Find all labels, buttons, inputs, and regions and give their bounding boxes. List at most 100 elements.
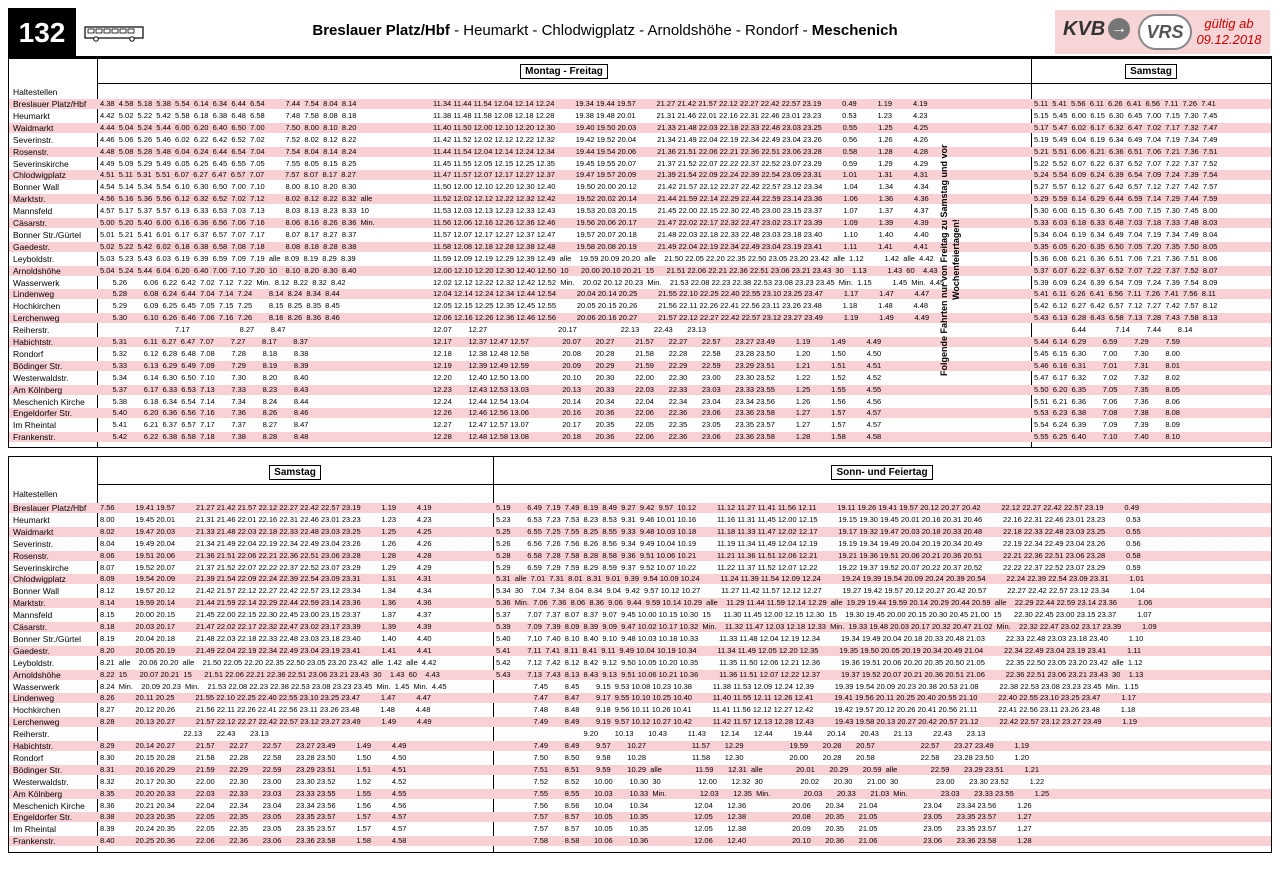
stop-name: Waidmarkt	[13, 526, 54, 537]
row-band	[9, 788, 1271, 799]
departure-row: 5.37 6.07 6.22 6.37 6.52 7.07 7.22 7.37 …	[1034, 265, 1218, 275]
row-band	[9, 337, 1271, 347]
stop-name: Habichtstr.	[13, 741, 54, 751]
departure-row: 5.26 6.06 6.22 6.42 7.02 7.12 7.22 Min. …	[100, 277, 346, 287]
row-band	[9, 146, 1271, 157]
departure-row: 5.35 6.05 6.20 6.35 6.50 7.05 7.20 7.35 …	[1034, 241, 1218, 251]
stop-name: Am Kölnberg	[13, 384, 63, 395]
stop-name: Chlodwigplatz	[13, 170, 66, 181]
departure-row: 4.51 5.11 5.31 5.51 6.07 6.27 6.47 6.57 …	[100, 170, 356, 180]
stop-name: Leyboldstr.	[13, 657, 55, 668]
stop-name: Westerwaldstr.	[13, 776, 69, 787]
row-band	[9, 693, 1271, 704]
departure-row: 7.45 8.45 9.15 9.53 10.08 10.23 10.38 11…	[496, 681, 1139, 691]
departure-row: 11.47 11.57 12.07 12.17 12.27 12.37 19.4…	[433, 170, 929, 180]
row-band	[9, 812, 1271, 823]
departure-row: 8.26 20.11 20.25 21.55 22.10 22.25 22.40…	[100, 693, 431, 703]
departure-row: 7.51 8.51 9.59 10.29 alle 11.59 12.31 al…	[496, 764, 1040, 774]
departure-row: 8.39 20.24 20.35 22.05 22.35 23.05 23.35…	[100, 824, 407, 834]
departure-row: 5.42 7.12 7.42 8.12 8.42 9.12 9.50 10.05…	[496, 657, 1143, 667]
departure-row: 11.59 12.09 12.19 12.29 12.39 12.49 alle…	[433, 253, 934, 263]
stop-name: Engeldorfer Str.	[13, 408, 73, 419]
departure-row: 12.02 12.12 12.22 12.32 12.42 12.52 Min.…	[433, 277, 945, 287]
departure-row: 7.58 8.58 10.06 10.36 12.06 12.40 20.10 …	[496, 836, 1032, 846]
departure-row: 5.40 7.10 7.40 8.10 8.40 9.10 9.48 10.03…	[496, 633, 1144, 643]
stop-name: Bödinger Str.	[13, 764, 63, 775]
departure-row: 8.09 19.54 20.09 21.39 21.54 22.09 22.24…	[100, 574, 432, 584]
departure-row: 5.34 30 7.04 7.34 8.04 8.34 9.04 9.42 9.…	[496, 586, 1145, 596]
row-band	[9, 360, 1271, 371]
departure-row: 11.45 11.55 12.05 12.15 12.25 12.35 19.4…	[433, 158, 929, 168]
stop-name: Bonner Str./Gürtel	[13, 633, 82, 644]
departure-row: 5.33 6.03 6.18 6.33 6.48 7.03 7.18 7.33 …	[1034, 218, 1218, 227]
stop-name: Lindenweg	[13, 289, 55, 300]
departure-row: 12.06 12.16 12.26 12.36 12.46 12.56 20.0…	[433, 313, 930, 323]
departure-row: 5.42 6.12 6.27 6.42 6.57 7.12 7.27 7.42 …	[1034, 301, 1218, 311]
row-band	[9, 170, 1271, 181]
departure-row: 8.06 19.51 20.06 21.36 21.51 22.06 22.21…	[100, 550, 432, 560]
stop-name: Westerwaldstr.	[13, 372, 69, 383]
departure-row: 5.41 6.21 6.37 6.57 7.17 7.37 8.27 8.47	[100, 420, 309, 430]
heading-sunday: Sonn- und Feiertag	[831, 465, 933, 480]
stop-name: Wasserwerk	[13, 681, 60, 692]
stop-name: Frankenstr.	[13, 432, 56, 443]
departure-row: 8.38 20.23 20.35 22.05 22.35 23.05 23.35…	[100, 812, 407, 822]
row-band	[9, 218, 1271, 228]
stop-name: Meschenich Kirche	[13, 800, 85, 811]
stop-name: Severinstr.	[13, 538, 54, 549]
stop-name: Lindenweg	[13, 693, 55, 704]
departure-row: 5.11 5.41 5.56 6.11 6.26 6.41 6.56 7.11 …	[1034, 99, 1216, 108]
departure-row: 5.29 5.59 6.14 6.29 6.44 6.59 7.14 7.29 …	[1034, 194, 1218, 204]
departure-row: 11.53 12.03 12.13 12.23 12.33 12.43 19.5…	[433, 206, 929, 216]
departure-row: 5.44 6.14 6.29 6.59 7.29 7.59	[1034, 337, 1180, 346]
departure-row: 7.49 8.49 9.57 10.27 11.57 12.29 19.59 2…	[496, 741, 1030, 750]
departure-row: 7.57 8.57 10.05 10.35 12.05 12.38 20.08 …	[496, 812, 1032, 822]
departure-row: 11.58 12.08 12.18 12.28 12.38 12.48 19.5…	[433, 241, 929, 251]
row-band	[9, 574, 1271, 585]
departure-row: 5.54 6.24 6.39 7.09 7.39 8.09	[1034, 420, 1180, 430]
stop-name: Rondorf	[13, 752, 44, 763]
stops-header: Haltestellen	[13, 87, 58, 97]
departure-row: 5.28 6.08 6.24 6.44 7.04 7.14 7.24 8.14 …	[100, 289, 340, 299]
stop-name: Reiherstr.	[13, 325, 50, 336]
stop-name: Heumarkt	[13, 110, 50, 121]
departure-row: 5.00 5.20 5.40 6.00 6.16 6.36 6.56 7.06 …	[100, 218, 375, 227]
departure-row: 11.34 11.44 11.54 12.04 12.14 12.24 19.3…	[433, 99, 928, 108]
departure-row: 12.07 12.27 20.17 22.13 22.43 23.13	[433, 325, 707, 335]
row-band	[9, 764, 1271, 775]
departure-row: 5.19 6.49 7.19 7.49 8.19 8.49 9.27 9.42 …	[496, 503, 1139, 512]
departure-row: 8.36 20.21 20.34 22.04 22.34 23.04 23.34…	[100, 800, 407, 810]
departure-row: 5.39 7.09 7.39 8.09 8.39 9.09 9.47 10.02…	[496, 622, 1157, 631]
departure-row: 5.22 5.52 6.07 6.22 6.37 6.52 7.07 7.22 …	[1034, 158, 1218, 168]
heading-weekday: Montag - Freitag	[520, 64, 608, 79]
stop-name: Leyboldstr.	[13, 253, 55, 264]
departure-row: 8.31 20.16 20.29 21.59 22.29 22.59 23.29…	[100, 764, 407, 774]
validity-label: gültig ab	[1204, 16, 1254, 31]
departure-row: 5.32 6.12 6.28 6.48 7.08 7.28 8.18 8.38	[100, 348, 309, 358]
departure-row: 4.48 5.08 5.28 5.48 6.04 6.24 6.44 6.54 …	[100, 146, 357, 156]
departure-row: 4.54 5.14 5.34 5.54 6.10 6.30 6.50 7.00 …	[100, 182, 357, 192]
route-start: Breslauer Platz/Hbf	[312, 22, 450, 39]
departure-row: 7.52 8.52 10.00 10.30 30 12.00 12.32 30 …	[496, 776, 1045, 786]
departure-row: 5.30 6.00 6.15 6.30 6.45 7.00 7.15 7.30 …	[1034, 206, 1218, 216]
departure-row: 8.32 20.17 20.30 22.00 22.30 23.00 23.30…	[100, 776, 407, 786]
row-band	[9, 122, 1271, 133]
kvb-logo: KVB	[1063, 18, 1106, 40]
departure-row: 5.26 6.56 7.26 7.56 8.26 8.56 9.34 9.49 …	[496, 538, 1141, 548]
row-band	[9, 741, 1271, 751]
departure-row: 7.55 8.55 10.03 10.33 Min. 12.03 12.35 M…	[496, 788, 1050, 798]
stop-name: Bonner Wall	[13, 586, 59, 597]
departure-row: 11.50 12.00 12.10 12.20 12.30 12.40 19.5…	[433, 182, 929, 192]
stop-name: Breslauer Platz/Hbf	[13, 99, 87, 109]
departure-row: 5.23 6.53 7.23 7.53 8.23 8.53 9.31 9.46 …	[496, 514, 1141, 524]
stop-name: Severinstr.	[13, 134, 54, 145]
departure-row: 5.15 5.45 6.00 6.15 6.30 6.45 7.00 7.15 …	[1034, 110, 1218, 120]
departure-row: 5.47 6.17 6.32 7.02 7.32 8.02	[1034, 372, 1180, 382]
departure-row: 11.52 12.02 12.12 12.22 12.32 12.42 19.5…	[433, 194, 929, 204]
departure-row: 5.50 6.20 6.35 7.05 7.35 8.05	[1034, 384, 1180, 394]
departure-row: 22.13 22.43 23.13	[100, 729, 269, 739]
stop-name: Gaedestr.	[13, 645, 50, 656]
departure-row: 5.27 5.57 6.12 6.27 6.42 6.57 7.12 7.27 …	[1034, 182, 1218, 192]
departure-row: 11.56 12.06 12.16 12.26 12.36 12.46 19.5…	[433, 218, 929, 227]
departure-row: 5.46 6.16 6.31 7.01 7.31 8.01	[1034, 360, 1180, 370]
